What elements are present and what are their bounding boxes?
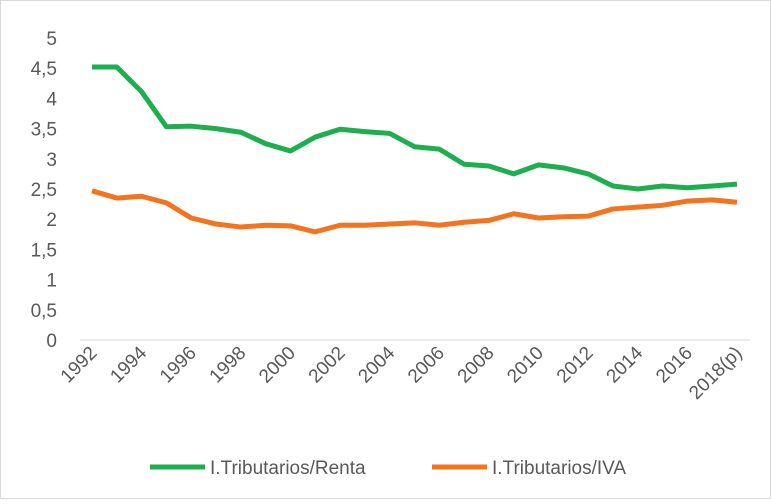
y-tick-label: 4	[46, 89, 57, 110]
y-tick-label: 2	[46, 210, 57, 231]
y-tick-label: 5	[46, 29, 57, 50]
y-tick-label: 3	[46, 150, 57, 171]
y-tick-label: 3,5	[31, 120, 57, 141]
y-tick-label: 0	[46, 331, 57, 352]
y-tick-label: 1	[46, 271, 57, 292]
y-tick-label: 2,5	[31, 180, 57, 201]
y-tick-label: 0,5	[31, 301, 57, 322]
line-series	[92, 64, 738, 192]
line-series	[91, 188, 738, 235]
legend-label: I.Tributarios/IVA	[492, 458, 626, 479]
y-tick-label: 4,5	[31, 59, 57, 80]
y-tick-label: 1,5	[31, 240, 57, 261]
legend-label: I.Tributarios/Renta	[210, 458, 366, 479]
